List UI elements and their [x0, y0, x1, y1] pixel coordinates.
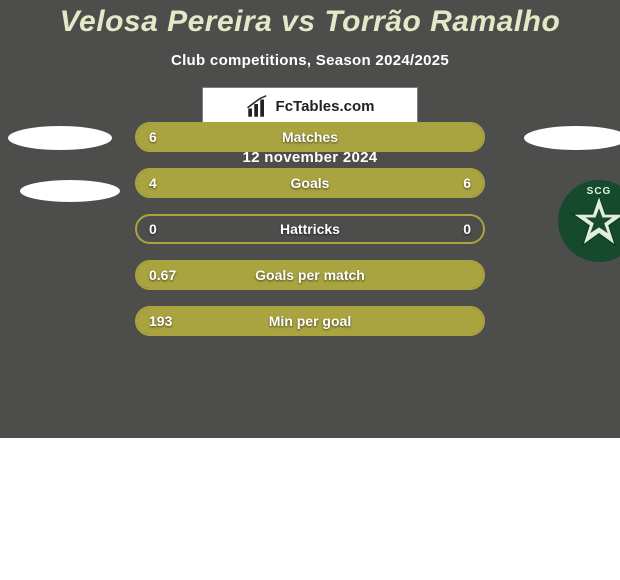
stat-value-left: 0	[137, 216, 169, 242]
right-team-logo-initials: SCG	[558, 186, 620, 197]
bar-chart-icon	[246, 95, 270, 119]
stat-row: 6Matches	[135, 122, 485, 152]
stat-row: 0.67Goals per match	[135, 260, 485, 290]
brand-text: FcTables.com	[276, 98, 375, 115]
stat-row: 193Min per goal	[135, 306, 485, 336]
brand-badge: FcTables.com	[202, 87, 418, 127]
stat-row: 0 0Hattricks	[135, 214, 485, 244]
right-team-logo: SCG	[558, 180, 620, 262]
stat-value-left: 0.67	[137, 262, 188, 288]
stat-label: Hattricks	[137, 216, 483, 242]
right-team-badge-1	[524, 126, 620, 150]
left-team-badge-1	[8, 126, 112, 150]
stat-value-left: 4	[137, 170, 169, 196]
stat-row: 46Goals	[135, 168, 485, 198]
stat-value-right: 0	[451, 216, 483, 242]
stat-fill-left	[137, 262, 483, 288]
stat-fill-left	[137, 124, 483, 150]
comparison-card: Velosa Pereira vs Torrão Ramalho Club co…	[0, 0, 620, 438]
stats-panel: 6Matches46Goals00Hattricks0.67Goals per …	[135, 122, 485, 352]
stat-fill-left	[137, 308, 483, 334]
stat-value-left: 193	[137, 308, 184, 334]
stat-value-right: 6	[451, 170, 483, 196]
left-team-badge-2	[20, 180, 120, 202]
star-icon	[570, 192, 620, 250]
page-title: Velosa Pereira vs Torrão Ramalho	[0, 0, 620, 38]
stat-value-left: 6	[137, 124, 169, 150]
subtitle: Club competitions, Season 2024/2025	[0, 52, 620, 69]
